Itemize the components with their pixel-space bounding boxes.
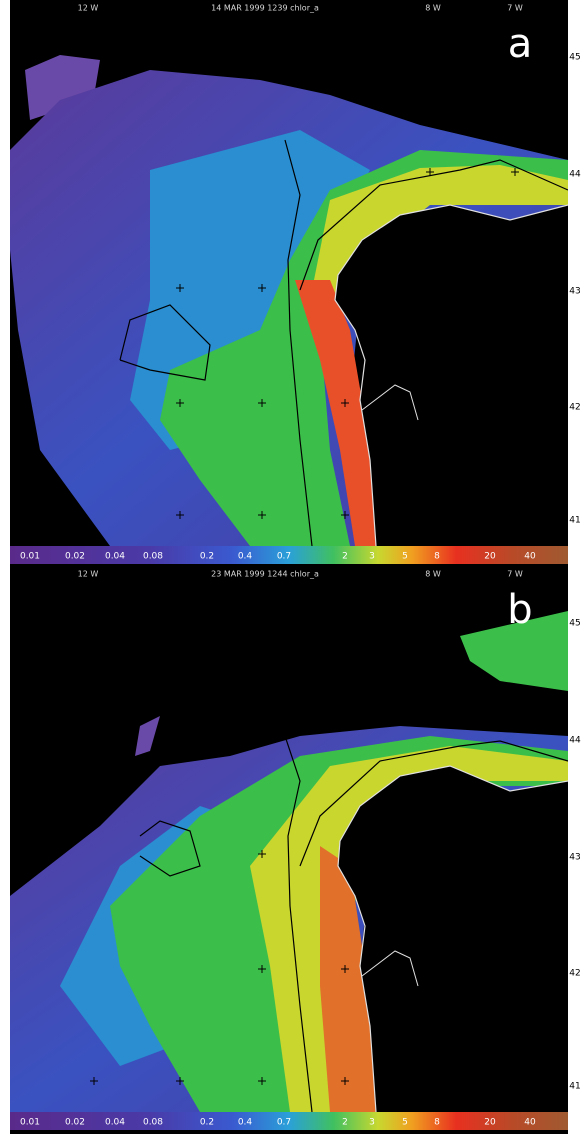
header-label: 8 W: [425, 4, 441, 13]
colorbar-label: 0.7: [277, 1118, 291, 1128]
specks: [135, 716, 160, 756]
colorbar-label: 0.01: [20, 552, 40, 562]
colorbar-label: 0.08: [143, 552, 163, 562]
colorbar-label: 0.2: [200, 552, 214, 562]
header-label: 12 W: [78, 570, 99, 579]
colorbar-label: 40: [524, 552, 536, 562]
colorbar-label: 8: [434, 1118, 440, 1128]
colorbar-label: 20: [484, 552, 496, 562]
specks: [460, 611, 568, 691]
header-label: 7 W: [507, 4, 523, 13]
land: [338, 766, 568, 1112]
colorbar-label: 0.02: [65, 1118, 85, 1128]
lat-label: 41: [569, 1082, 580, 1092]
depth-contour: [299, 159, 569, 291]
grid-crosses: [90, 850, 349, 1085]
green-region: [160, 150, 568, 546]
colorbar-label: 0.7: [277, 552, 291, 562]
colorbar-label: 5: [402, 552, 408, 562]
left-margin: [0, 0, 10, 1134]
header-label: 23 MAR 1999 1244 chlor_a: [211, 570, 319, 579]
header-label: 12 W: [78, 4, 99, 13]
colorbar-label: 40: [524, 1118, 536, 1128]
lat-label: 42: [569, 403, 580, 413]
lat-label: 45: [569, 619, 580, 629]
lat-label: 42: [569, 969, 580, 979]
colorbar-label: 0.02: [65, 552, 85, 562]
lat-label: 43: [569, 287, 580, 297]
colorbar-label: 0.4: [238, 1118, 253, 1128]
lat-label: 43: [569, 853, 580, 863]
depth-contour: [299, 740, 569, 867]
depth-contour: [284, 139, 313, 547]
land: [335, 205, 568, 546]
depth-contour: [139, 820, 201, 877]
coastal-bloom: [320, 846, 380, 1112]
panel: 12 W 23 MAR 1999 1244 chlor_a 8 W 7 W b 0.01 0…: [10, 566, 569, 1134]
colorbar-label: 0.01: [20, 1118, 40, 1128]
colorbar-label: 0.04: [105, 552, 125, 562]
header-label: 8 W: [425, 570, 441, 579]
yellow-band: [310, 165, 568, 300]
colorbar-label: 8: [434, 552, 440, 562]
colorbar-label: 0.2: [200, 1118, 214, 1128]
coastline: [337, 765, 569, 1113]
header-label: 7 W: [507, 570, 523, 579]
colorbar-label: 5: [402, 1118, 408, 1128]
river: [361, 950, 419, 987]
panel-letter: a: [508, 21, 533, 67]
coastal-bloom: [295, 280, 382, 546]
colorbar: [10, 546, 568, 564]
header-label: 14 MAR 1999 1239 chlor_a: [211, 4, 319, 13]
coastline: [334, 204, 569, 547]
colorbar-label: 2: [342, 552, 348, 562]
specks: [25, 55, 100, 120]
right-margin: [568, 0, 582, 1134]
depth-contour: [284, 735, 313, 1113]
colorbar-label: 2: [342, 1118, 348, 1128]
lat-label: 45: [569, 53, 580, 63]
colorbar-label: 20: [484, 1118, 496, 1128]
grid-crosses: [176, 168, 519, 519]
river: [361, 384, 419, 421]
colorbar-label: 3: [369, 1118, 375, 1128]
colorbar-label: 0.08: [143, 1118, 163, 1128]
lat-label: 41: [569, 516, 580, 526]
colorbar-label: 0.04: [105, 1118, 125, 1128]
lat-label: 44: [569, 170, 581, 180]
colorbar-label: 3: [369, 552, 375, 562]
colorbar-label: 0.4: [238, 552, 253, 562]
colorbar: [10, 1112, 568, 1130]
lat-label: 44: [569, 736, 581, 746]
depth-contour: [119, 304, 211, 381]
panel: 12 W 14 MAR 1999 1239 chlor_a 8 W 7 W a 0.01 0…: [10, 0, 569, 566]
panel-letter: b: [507, 587, 532, 633]
